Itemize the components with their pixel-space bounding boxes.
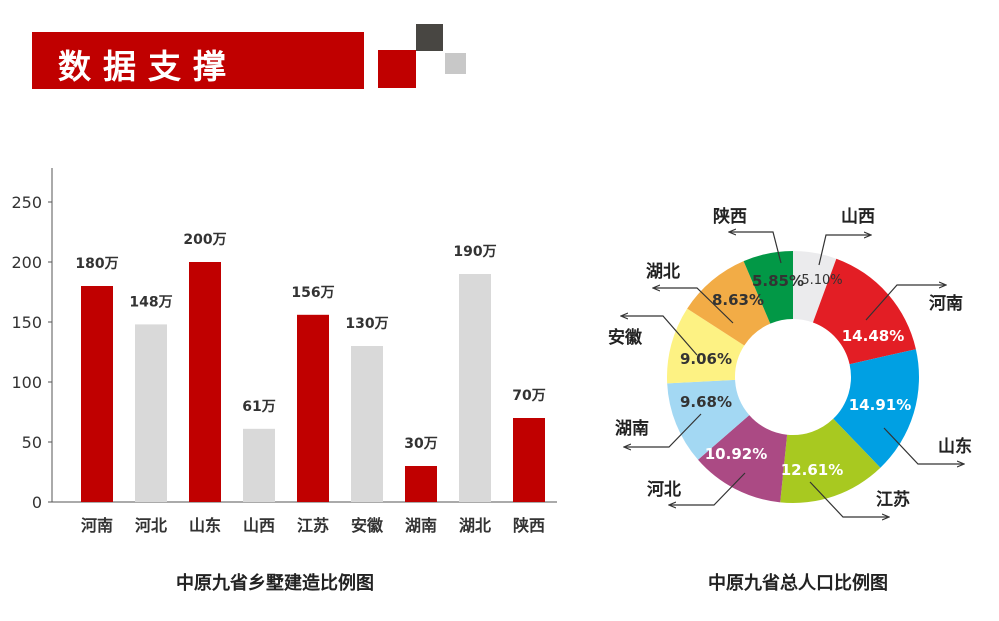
slice-value-label: 8.63% — [712, 291, 764, 309]
bar-安徽 — [351, 346, 383, 502]
slice-name-label: 山西 — [841, 207, 875, 227]
leader-arrow — [670, 472, 746, 505]
slice-value-label: 12.61% — [781, 461, 843, 479]
title-banner: 数据支撑 — [32, 32, 364, 89]
x-tick-label: 湖北 — [459, 516, 491, 535]
leader-arrow — [809, 481, 888, 517]
donut-chart: 5.10% 山西 14.48% 河南 14.91% 山东 12.61% 江苏 10.92% 河北 9… — [608, 206, 972, 517]
slice-name-label: 安徽 — [608, 327, 643, 348]
y-tick-label: 200 — [11, 253, 42, 272]
decor-square-dark — [416, 24, 443, 51]
slice-name-label: 陕西 — [713, 206, 747, 227]
bar-data-label: 190万 — [453, 244, 496, 260]
bar-chart-title: 中原九省乡墅建造比例图 — [176, 572, 374, 594]
bar-山西 — [243, 428, 275, 502]
donut-slice-湖南 — [667, 379, 750, 460]
slice-value-label: 14.91% — [849, 396, 911, 414]
x-tick-label: 湖南 — [405, 516, 437, 535]
bar-湖北 — [459, 274, 491, 502]
donut-slice-河南 — [812, 258, 916, 365]
bar-data-label: 30万 — [404, 436, 437, 452]
x-tick-label: 安徽 — [351, 516, 384, 535]
y-tick-label: 0 — [32, 493, 42, 512]
bar-data-label: 180万 — [75, 256, 118, 272]
leader-arrow — [883, 427, 963, 464]
bar-data-label: 70万 — [512, 388, 545, 404]
leader-arrow — [730, 232, 782, 264]
slice-value-label: 5.85% — [752, 272, 804, 290]
leader-arrow — [622, 316, 698, 356]
bar-data-label: 200万 — [183, 232, 226, 248]
donut-slice-河北 — [698, 415, 788, 503]
leader-arrow — [818, 235, 870, 266]
slice-name-label: 湖北 — [646, 262, 680, 282]
bar-data-label: 148万 — [129, 294, 172, 310]
donut-slice-陕西 — [743, 251, 793, 324]
decor-square-light — [445, 53, 466, 74]
bar-河南 — [81, 286, 113, 502]
y-tick-label: 50 — [22, 433, 42, 452]
bar-陕西 — [513, 418, 545, 502]
bar-河北 — [135, 324, 167, 502]
slice-name-label: 江苏 — [876, 489, 910, 510]
x-tick-label: 河北 — [135, 516, 167, 535]
bar-江苏 — [297, 314, 329, 502]
donut-slice-江苏 — [780, 418, 881, 504]
x-tick-label: 山西 — [243, 516, 275, 535]
bar-data-label: 61万 — [242, 399, 275, 415]
slice-value-label: 5.10% — [801, 273, 842, 288]
x-tick-label: 山东 — [189, 516, 221, 535]
bar-山东 — [189, 262, 221, 502]
leader-arrow — [654, 288, 734, 324]
donut-chart-title: 中原九省总人口比例图 — [708, 572, 888, 594]
slice-value-label: 9.68% — [680, 393, 732, 411]
slice-value-label: 9.06% — [680, 350, 732, 368]
y-tick-label: 250 — [11, 193, 42, 212]
slice-name-label: 湖南 — [615, 418, 649, 439]
leader-arrow — [865, 285, 945, 321]
leader-arrow — [625, 413, 702, 447]
x-tick-label: 河南 — [81, 516, 113, 535]
slice-name-label: 山东 — [938, 436, 972, 457]
slice-name-label: 河南 — [929, 293, 963, 314]
decor-square-red — [378, 50, 416, 88]
slice-name-label: 河北 — [647, 480, 681, 500]
slice-value-label: 10.92% — [705, 445, 767, 463]
slice-value-label: 14.48% — [842, 327, 904, 345]
page-title: 数据支撑 — [58, 47, 238, 86]
x-tick-label: 江苏 — [297, 516, 329, 535]
bar-data-label: 156万 — [291, 285, 334, 301]
donut-slice-安徽 — [667, 308, 745, 384]
x-tick-label: 陕西 — [513, 516, 545, 535]
y-tick-label: 100 — [11, 373, 42, 392]
y-tick-label: 150 — [11, 313, 42, 332]
donut-slice-湖北 — [687, 261, 771, 346]
donut-slice-山西 — [793, 251, 837, 323]
donut-slice-山东 — [833, 349, 920, 468]
bar-data-label: 130万 — [345, 316, 388, 332]
bar-湖南 — [405, 466, 437, 502]
